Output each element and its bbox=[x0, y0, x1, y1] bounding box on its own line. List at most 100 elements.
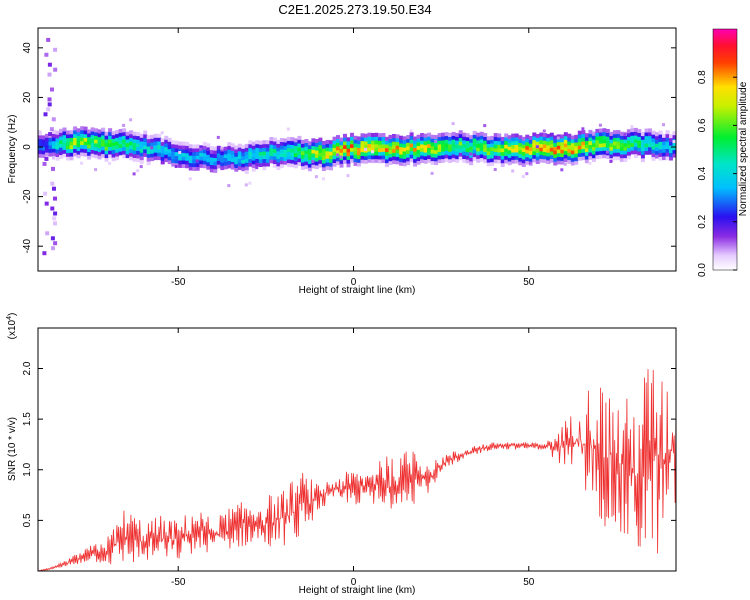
heat-cell bbox=[237, 143, 242, 148]
heat-cell bbox=[101, 150, 106, 155]
heat-cell bbox=[598, 132, 603, 137]
heat-cell bbox=[321, 163, 326, 168]
heat-cell bbox=[619, 146, 624, 151]
heat-cell bbox=[658, 138, 663, 142]
heat-cell bbox=[588, 141, 593, 145]
heat-cell bbox=[441, 147, 446, 152]
heat-cell bbox=[153, 137, 158, 142]
heat-cell bbox=[444, 132, 449, 137]
heat-cell bbox=[399, 154, 404, 159]
heat-cell bbox=[535, 152, 540, 157]
heat-cell bbox=[476, 132, 481, 137]
heat-cell bbox=[143, 152, 148, 157]
heat-cell bbox=[570, 139, 575, 144]
heat-cell bbox=[423, 133, 428, 138]
heat-cell bbox=[658, 156, 663, 161]
heat-cell bbox=[83, 130, 88, 135]
heat-cell bbox=[343, 152, 347, 157]
heat-cell bbox=[427, 136, 432, 141]
heat-cell bbox=[181, 141, 186, 146]
heat-cell bbox=[648, 139, 652, 144]
heat-cell bbox=[427, 151, 432, 156]
heat-cell bbox=[525, 157, 530, 161]
heat-cell bbox=[52, 148, 56, 153]
heat-cell bbox=[584, 159, 589, 164]
heat-cell bbox=[178, 145, 183, 150]
heat-cell bbox=[283, 145, 288, 150]
heat-cell bbox=[307, 167, 312, 172]
heat-cell bbox=[97, 133, 102, 138]
heat-cell bbox=[549, 155, 554, 159]
heat-cell bbox=[185, 149, 190, 154]
heat-cell bbox=[669, 149, 673, 154]
heat-cell bbox=[609, 143, 614, 147]
heat-cell bbox=[500, 151, 505, 156]
heat-cell bbox=[293, 156, 298, 161]
heat-cell bbox=[343, 137, 347, 142]
heat-cell bbox=[97, 148, 102, 152]
heat-cell bbox=[549, 143, 554, 148]
heat-cell bbox=[581, 141, 586, 146]
heat-cell bbox=[430, 134, 435, 139]
heat-cell bbox=[483, 133, 488, 137]
heat-cell bbox=[528, 150, 533, 155]
heat-cell bbox=[483, 140, 488, 145]
y-tick-label: 0.5 bbox=[22, 513, 33, 527]
heat-cell bbox=[444, 139, 449, 144]
heat-cell bbox=[493, 151, 498, 156]
heat-cell bbox=[451, 150, 456, 155]
heat-cell bbox=[413, 162, 418, 167]
heat-cell bbox=[66, 137, 70, 142]
heat-cell bbox=[164, 143, 169, 148]
heat-cell bbox=[500, 155, 505, 160]
heat-cell bbox=[90, 138, 95, 143]
heat-cell bbox=[45, 148, 49, 153]
heat-cell bbox=[504, 133, 509, 138]
heat-cell bbox=[434, 161, 439, 166]
heat-cell bbox=[598, 123, 602, 127]
heat-cell bbox=[437, 133, 442, 138]
heat-cell bbox=[399, 139, 404, 144]
heat-cell bbox=[455, 136, 460, 141]
heat-cell bbox=[595, 132, 600, 137]
heat-cell bbox=[195, 166, 200, 171]
heat-cell bbox=[76, 128, 81, 133]
heat-cell bbox=[136, 154, 141, 159]
heat-cell bbox=[339, 148, 344, 153]
heat-cell bbox=[451, 139, 456, 144]
heat-cell bbox=[157, 133, 162, 138]
heat-cell bbox=[637, 143, 642, 148]
heat-cell bbox=[146, 150, 151, 155]
heat-cell bbox=[265, 158, 270, 163]
heat-cell bbox=[560, 134, 565, 139]
heat-cell bbox=[164, 139, 169, 144]
heat-cell bbox=[188, 155, 193, 160]
heat-cell bbox=[479, 135, 484, 140]
heat-cell bbox=[486, 143, 491, 148]
heat-cell bbox=[272, 163, 277, 168]
heat-cell bbox=[504, 155, 509, 160]
heat-cell bbox=[560, 149, 565, 154]
heat-cell bbox=[300, 162, 305, 167]
heat-cell bbox=[455, 144, 460, 149]
heat-cell bbox=[188, 151, 193, 156]
heat-cell bbox=[192, 166, 197, 171]
heat-cell bbox=[430, 160, 435, 165]
heat-cell bbox=[392, 141, 397, 146]
heat-cell bbox=[53, 211, 58, 216]
heat-cell bbox=[539, 147, 544, 152]
heat-cell bbox=[605, 132, 610, 137]
heat-cell bbox=[563, 147, 568, 152]
heat-cell bbox=[493, 144, 498, 149]
heat-cell bbox=[420, 151, 425, 156]
heat-cell bbox=[321, 152, 326, 157]
heat-cell bbox=[357, 143, 361, 148]
heat-cell bbox=[213, 161, 218, 166]
heat-cell bbox=[507, 161, 512, 166]
heat-cell bbox=[563, 132, 568, 137]
heat-cell bbox=[441, 132, 446, 137]
heat-cell bbox=[118, 147, 123, 152]
heat-cell bbox=[490, 135, 495, 140]
heat-cell bbox=[41, 139, 46, 144]
heat-cell bbox=[199, 160, 204, 165]
